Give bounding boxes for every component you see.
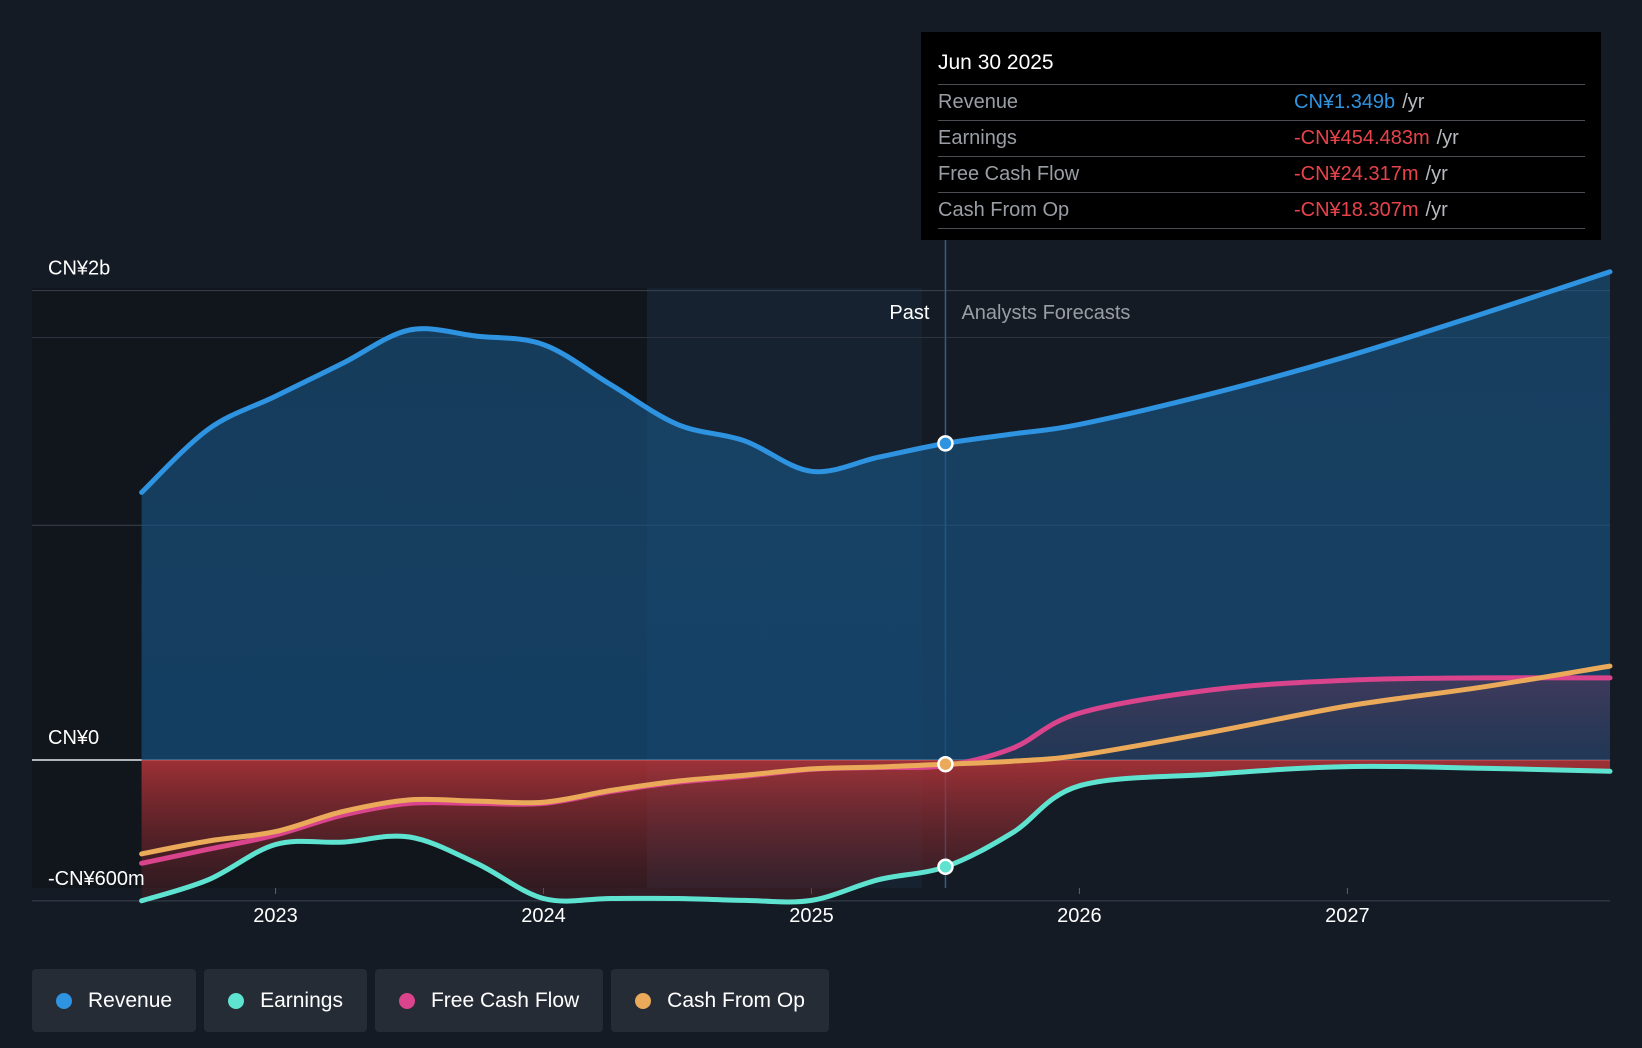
legend-label: Earnings xyxy=(260,988,343,1012)
tooltip-value: -CN¥18.307m xyxy=(1294,199,1419,221)
legend-item-earnings[interactable]: Earnings xyxy=(204,969,367,1032)
cash-from-op-line xyxy=(139,663,1613,857)
tooltip-unit: /yr xyxy=(1402,91,1425,113)
tooltip-row-cash-from-op: Cash From Op -CN¥18.307m /yr xyxy=(938,192,1585,229)
legend-label: Revenue xyxy=(88,988,173,1012)
earnings-area xyxy=(141,760,1611,902)
tooltip-unit: /yr xyxy=(1425,163,1448,185)
forecast-label: Analysts Forecasts xyxy=(961,302,1130,324)
y-axis-label: CN¥0 xyxy=(48,727,99,749)
x-axis-label: 2024 xyxy=(521,905,566,927)
y-axis-label: CN¥2b xyxy=(48,258,110,280)
revenue-dot-icon xyxy=(56,992,72,1009)
x-axis-label: 2027 xyxy=(1325,905,1370,927)
tooltip-label: Free Cash Flow xyxy=(938,163,1080,185)
earnings-line xyxy=(139,763,1613,905)
tooltip-value: -CN¥24.317m xyxy=(1294,163,1419,185)
x-axis-label: 2026 xyxy=(1057,905,1102,927)
tooltip-date: Jun 30 2025 xyxy=(938,51,1054,74)
revenue-area xyxy=(141,271,1611,760)
earnings-dot-icon xyxy=(228,992,245,1009)
x-axis-label: 2023 xyxy=(253,905,298,927)
revenue-line xyxy=(139,269,1613,495)
past-label: Past xyxy=(889,302,929,324)
x-axis-label: 2025 xyxy=(789,905,834,927)
legend-item-free-cash-flow[interactable]: Free Cash Flow xyxy=(374,969,604,1032)
cash-from-op-dot-icon xyxy=(635,992,652,1009)
revenue-marker xyxy=(937,435,954,452)
free-cash-flow-dot-icon xyxy=(398,992,415,1009)
tooltip-unit: /yr xyxy=(1425,199,1448,221)
tooltip-row-free-cash-flow: Free Cash Flow -CN¥24.317m /yr xyxy=(938,156,1585,192)
earnings-marker xyxy=(937,858,954,876)
tooltip-row-revenue: Revenue CN¥1.349b /yr xyxy=(938,84,1585,120)
cash-from-op-marker xyxy=(937,755,954,773)
legend-item-cash-from-op[interactable]: Cash From Op xyxy=(611,969,829,1032)
tooltip: Jun 30 2025 Revenue CN¥1.349b /yr Earnin… xyxy=(921,32,1601,240)
legend-label: Cash From Op xyxy=(667,988,805,1012)
tooltip-unit: /yr xyxy=(1436,127,1459,149)
legend: Revenue Earnings Free Cash Flow Cash Fro… xyxy=(32,969,829,1032)
tooltip-label: Earnings xyxy=(938,127,1017,149)
tooltip-label: Cash From Op xyxy=(938,199,1070,221)
tooltip-row-earnings: Earnings -CN¥454.483m /yr xyxy=(938,120,1585,156)
legend-label: Free Cash Flow xyxy=(430,988,580,1012)
tooltip-value: -CN¥454.483m xyxy=(1294,127,1430,149)
y-axis-label: -CN¥600m xyxy=(48,868,145,890)
tooltip-value: CN¥1.349b xyxy=(1294,91,1396,113)
legend-item-revenue[interactable]: Revenue xyxy=(32,969,197,1032)
tooltip-label: Revenue xyxy=(938,91,1019,113)
